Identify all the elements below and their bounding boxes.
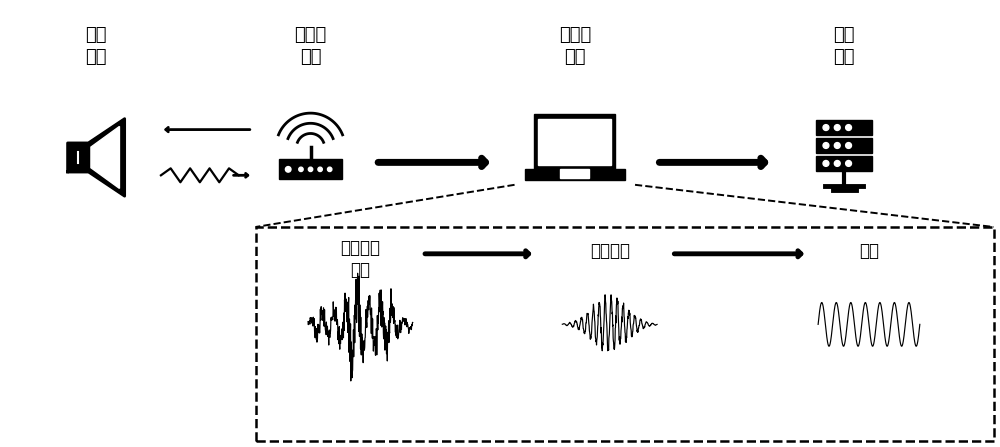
- Polygon shape: [525, 169, 625, 180]
- Circle shape: [823, 160, 829, 166]
- Polygon shape: [88, 118, 125, 196]
- Polygon shape: [560, 169, 589, 178]
- Polygon shape: [816, 156, 872, 171]
- Text: 发声
声源: 发声 声源: [85, 26, 107, 66]
- Circle shape: [834, 160, 840, 166]
- Text: 降噪: 降噪: [859, 242, 879, 260]
- Circle shape: [823, 125, 829, 131]
- Text: 毫米波
雷达: 毫米波 雷达: [294, 26, 327, 66]
- Circle shape: [327, 167, 332, 172]
- Circle shape: [834, 125, 840, 131]
- Polygon shape: [538, 119, 611, 165]
- Circle shape: [299, 167, 303, 172]
- Circle shape: [285, 167, 291, 172]
- Text: 声信号
拾取: 声信号 拾取: [559, 26, 591, 66]
- Polygon shape: [68, 143, 88, 172]
- Circle shape: [308, 167, 313, 172]
- Polygon shape: [534, 114, 615, 169]
- Circle shape: [846, 160, 851, 166]
- Polygon shape: [279, 160, 342, 179]
- Text: 高通滤波: 高通滤波: [590, 242, 630, 260]
- Circle shape: [823, 143, 829, 148]
- Text: 高频
重构: 高频 重构: [833, 26, 855, 66]
- Polygon shape: [91, 127, 119, 189]
- Circle shape: [846, 143, 851, 148]
- FancyBboxPatch shape: [256, 227, 994, 441]
- Circle shape: [846, 125, 851, 131]
- Polygon shape: [816, 138, 872, 153]
- Circle shape: [834, 143, 840, 148]
- Polygon shape: [816, 120, 872, 135]
- Text: 振动信号
提取: 振动信号 提取: [340, 239, 380, 279]
- Circle shape: [318, 167, 322, 172]
